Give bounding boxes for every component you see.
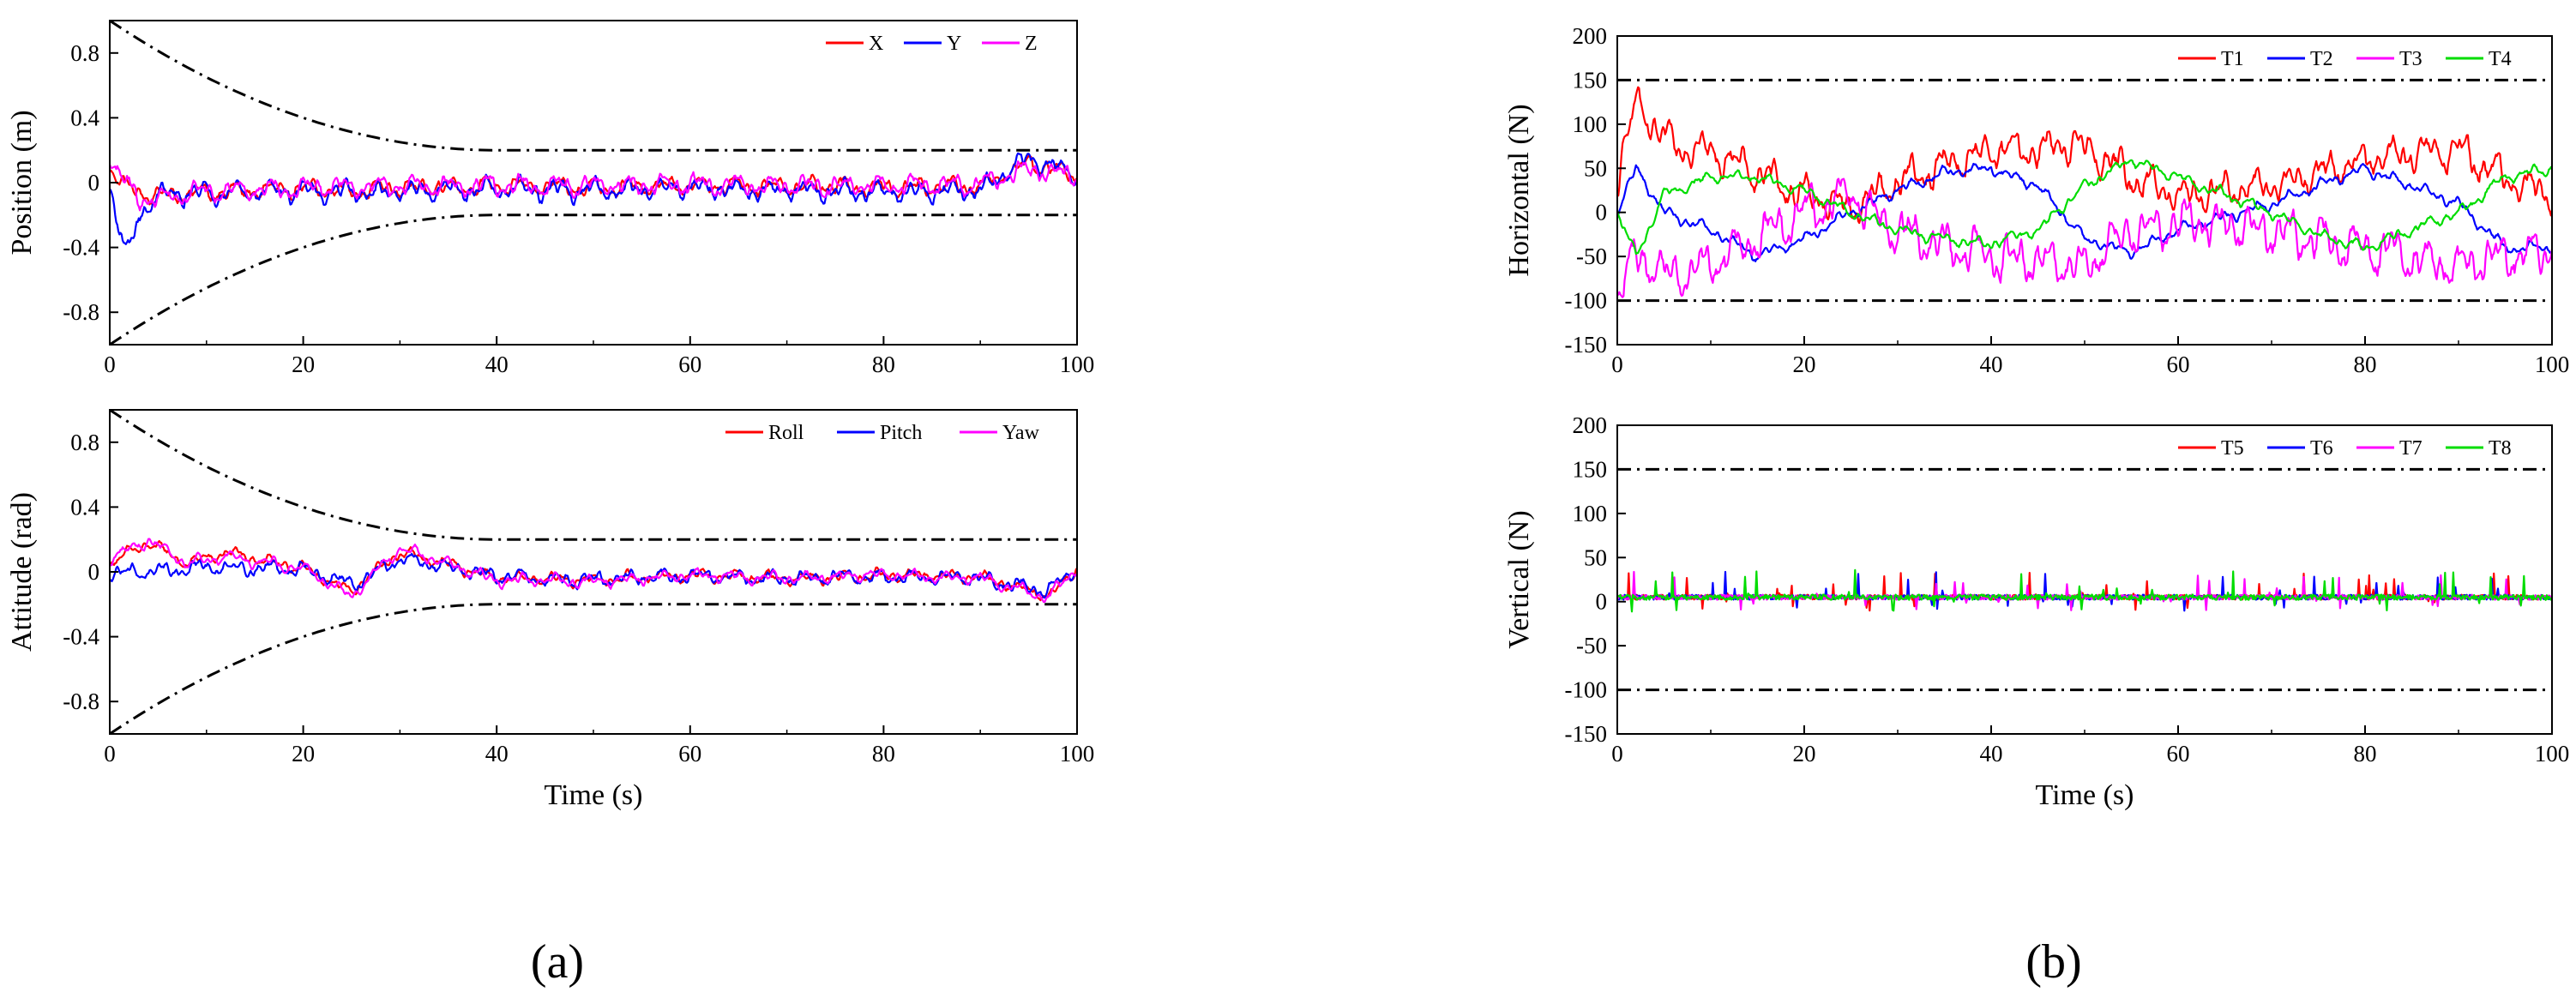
legend-label-pitch: Pitch (880, 422, 922, 444)
x-tick-label: 60 (678, 352, 701, 377)
x-tick-label: 0 (1611, 741, 1623, 767)
x-tick-label: 60 (678, 741, 701, 767)
x-tick-label: 40 (1980, 352, 2003, 377)
upper-bound-line (110, 21, 1077, 152)
x-tick-label: 60 (2167, 352, 2190, 377)
y-tick-label: 50 (1584, 544, 1607, 570)
y-tick-label: 200 (1573, 412, 1608, 438)
legend-label-t3: T3 (2399, 48, 2423, 70)
legend-label-t4: T4 (2489, 48, 2512, 70)
series-line-z (110, 160, 1077, 212)
y-axis-label: Horizontal (N) (1503, 104, 1535, 276)
x-tick-label: 80 (2354, 741, 2377, 767)
y-tick-label: -100 (1565, 677, 1608, 703)
x-tick-label: 40 (485, 352, 509, 377)
y-tick-label: -0.8 (63, 299, 99, 325)
series-line-yaw (110, 538, 1077, 604)
y-tick-label: 50 (1584, 155, 1607, 181)
legend-label-yaw: Yaw (1002, 422, 1040, 444)
y-axis-label: Attitude (rad) (6, 492, 38, 652)
plot-area-vertical (1617, 467, 2552, 692)
y-tick-label: -0.4 (63, 624, 99, 650)
x-tick-label: 0 (104, 352, 116, 377)
upper-bound-line (110, 410, 1077, 541)
series-line-t3 (1617, 177, 2552, 298)
y-tick-label: -0.4 (63, 235, 99, 261)
x-tick-label: 80 (2354, 352, 2377, 377)
y-tick-label: -100 (1565, 288, 1608, 314)
x-tick-label: 20 (292, 352, 315, 377)
x-tick-label: 100 (1060, 352, 1095, 377)
y-tick-label: 0 (1596, 589, 1608, 615)
y-tick-label: -150 (1565, 332, 1608, 358)
axes-frame (1616, 35, 2553, 346)
y-tick-label: 0 (1596, 200, 1608, 225)
x-tick-label: 80 (872, 741, 895, 767)
chart-attitude: 0 20 40 60 80 100 -0.8 -0.4 0 0.4 0.8 Attitude (rad… (6, 409, 1095, 811)
x-tick-label: 40 (485, 741, 509, 767)
legend-label-t6: T6 (2310, 437, 2333, 460)
legend-label-y: Y (947, 33, 961, 55)
x-tick-label: 100 (2535, 352, 2570, 377)
plot-area-position (110, 21, 1077, 345)
legend-label-t2: T2 (2310, 48, 2333, 70)
y-tick-label: -50 (1576, 243, 1607, 269)
series-line-t8 (1617, 568, 2552, 613)
plot-area-horizontal (1617, 78, 2552, 303)
subfigure-label-a: (a) (531, 935, 584, 989)
legend: T1 T2 T3 T4 (2178, 48, 2512, 70)
legend-label-t8: T8 (2489, 437, 2512, 460)
x-tick-label: 100 (2535, 741, 2570, 767)
x-tick-label: 20 (1793, 741, 1816, 767)
x-axis-label: Time (s) (545, 779, 643, 811)
y-tick-label: 150 (1573, 67, 1608, 93)
series-line-roll (110, 539, 1077, 602)
y-axis-label: Vertical (N) (1503, 510, 1535, 648)
legend-label-t5: T5 (2221, 437, 2244, 460)
x-tick-label: 20 (1793, 352, 1816, 377)
subfigure-label-b: (b) (2025, 935, 2081, 989)
legend: X Y Z (826, 33, 1038, 55)
y-tick-label: -0.8 (63, 688, 99, 714)
legend-label-t7: T7 (2399, 437, 2423, 460)
y-tick-label: 0.4 (70, 494, 99, 520)
y-tick-label: 0 (88, 170, 100, 195)
y-tick-label: -50 (1576, 633, 1607, 658)
x-axis-label: Time (s) (2036, 779, 2134, 811)
legend: Roll Pitch Yaw (725, 422, 1040, 444)
legend-label-t1: T1 (2221, 48, 2244, 70)
x-tick-label: 0 (104, 741, 116, 767)
legend-label-roll: Roll (768, 422, 804, 444)
y-tick-label: -150 (1565, 721, 1608, 747)
y-tick-label: 0.8 (70, 430, 99, 455)
x-tick-label: 60 (2167, 741, 2190, 767)
series-line-t1 (1617, 86, 2552, 225)
y-tick-label: 100 (1573, 111, 1608, 137)
y-axis-label: Position (m) (6, 110, 38, 255)
lower-bound-line (110, 213, 1077, 345)
y-tick-label: 100 (1573, 501, 1608, 526)
plot-area-attitude (110, 410, 1077, 734)
chart-position: 0 20 40 60 80 100 -0.8 -0.4 0 0.4 0.8 Position (m) X… (6, 20, 1095, 377)
chart-vertical: 0 20 40 60 80 100 -150 -100 -50 0 50 100 150 200 Verti… (1503, 412, 2569, 811)
legend: T5 T6 T7 T8 (2178, 437, 2512, 460)
x-tick-label: 20 (292, 741, 315, 767)
x-tick-label: 100 (1060, 741, 1095, 767)
y-tick-label: 200 (1573, 23, 1608, 49)
series-line-t2 (1617, 162, 2552, 262)
legend-label-x: X (869, 33, 883, 55)
x-tick-label: 0 (1611, 352, 1623, 377)
y-tick-label: 0 (88, 559, 100, 585)
x-tick-label: 80 (872, 352, 895, 377)
series-line-t4 (1617, 159, 2552, 256)
chart-horizontal: 0 20 40 60 80 100 -150 -100 -50 0 50 100 150 200 Horiz… (1503, 23, 2569, 377)
y-tick-label: 0.8 (70, 40, 99, 66)
legend-label-z: Z (1025, 33, 1038, 55)
y-tick-label: 0.4 (70, 105, 99, 130)
lower-bound-line (110, 603, 1077, 734)
y-tick-label: 150 (1573, 456, 1608, 482)
x-tick-label: 40 (1980, 741, 2003, 767)
series-line-y (110, 152, 1077, 245)
